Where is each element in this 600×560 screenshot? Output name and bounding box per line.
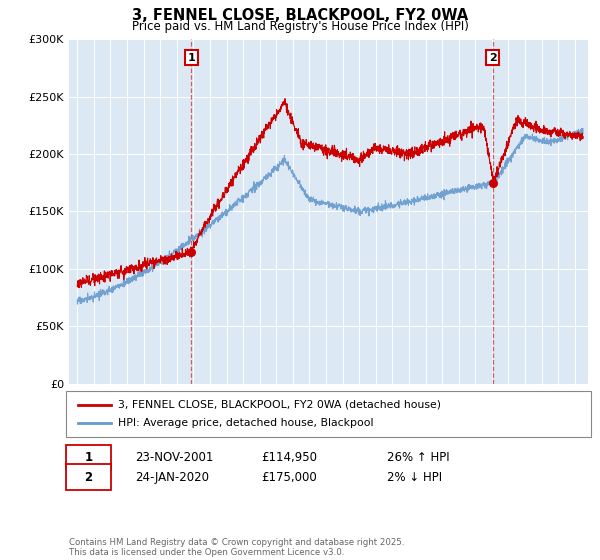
Text: 2: 2 xyxy=(85,470,92,484)
Text: 3, FENNEL CLOSE, BLACKPOOL, FY2 0WA: 3, FENNEL CLOSE, BLACKPOOL, FY2 0WA xyxy=(132,8,468,24)
Text: 3, FENNEL CLOSE, BLACKPOOL, FY2 0WA (detached house): 3, FENNEL CLOSE, BLACKPOOL, FY2 0WA (det… xyxy=(118,400,441,410)
Text: 1: 1 xyxy=(85,451,92,464)
Text: 1: 1 xyxy=(187,53,195,63)
Text: 23-NOV-2001: 23-NOV-2001 xyxy=(135,451,214,464)
Text: £114,950: £114,950 xyxy=(261,451,317,464)
Text: 24-JAN-2020: 24-JAN-2020 xyxy=(135,470,209,484)
Text: 2% ↓ HPI: 2% ↓ HPI xyxy=(387,470,442,484)
Text: 26% ↑ HPI: 26% ↑ HPI xyxy=(387,451,449,464)
Text: HPI: Average price, detached house, Blackpool: HPI: Average price, detached house, Blac… xyxy=(118,418,374,428)
Text: Price paid vs. HM Land Registry's House Price Index (HPI): Price paid vs. HM Land Registry's House … xyxy=(131,20,469,33)
Text: £175,000: £175,000 xyxy=(261,470,317,484)
Text: 2: 2 xyxy=(488,53,496,63)
Text: Contains HM Land Registry data © Crown copyright and database right 2025.
This d: Contains HM Land Registry data © Crown c… xyxy=(69,538,404,557)
